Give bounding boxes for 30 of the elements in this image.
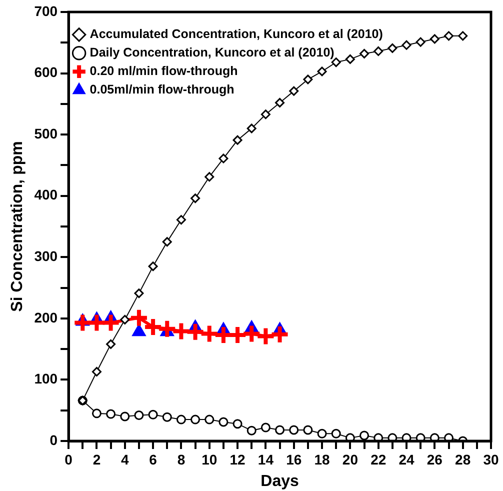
y-tick-label: 0 bbox=[50, 432, 58, 448]
x-tick-label: 30 bbox=[483, 451, 499, 468]
legend-label: Daily Concentration, Kuncoro et al (2010) bbox=[90, 46, 334, 60]
x-tick-label: 10 bbox=[202, 451, 218, 468]
x-tick-label: 26 bbox=[426, 451, 443, 468]
x-tick-label: 20 bbox=[342, 451, 358, 468]
x-tick-label: 24 bbox=[398, 451, 415, 468]
x-tick-label: 12 bbox=[230, 451, 246, 468]
legend-label: Accumulated Concentration, Kuncoro et al (2010) bbox=[90, 27, 383, 42]
x-axis-title: Days bbox=[260, 472, 300, 490]
x-tick-label: 28 bbox=[455, 451, 471, 468]
y-tick-label: 100 bbox=[34, 370, 58, 387]
y-tick-label: 500 bbox=[34, 125, 58, 142]
legend-label: 0.05ml/min flow-through bbox=[90, 82, 234, 97]
x-tick-label: 22 bbox=[370, 451, 386, 468]
y-tick-label: 300 bbox=[34, 248, 58, 264]
y-tick-label: 400 bbox=[34, 186, 58, 203]
x-tick-label: 6 bbox=[149, 451, 158, 468]
x-tick-label: 14 bbox=[258, 451, 274, 468]
legend-label: 0.20 ml/min flow-through bbox=[90, 64, 238, 78]
x-tick-label: 0 bbox=[64, 451, 73, 468]
x-tick-label: 8 bbox=[177, 451, 186, 468]
y-tick-label: 700 bbox=[34, 2, 58, 19]
y-tick-label: 200 bbox=[34, 309, 58, 326]
y-axis-title: Si Concentration, ppm bbox=[9, 141, 26, 312]
x-tick-label: 2 bbox=[92, 451, 101, 468]
y-tick-label: 600 bbox=[34, 64, 58, 80]
x-tick-label: 18 bbox=[314, 451, 330, 468]
x-tick-label: 16 bbox=[286, 451, 302, 468]
x-tick-label: 4 bbox=[120, 451, 129, 468]
